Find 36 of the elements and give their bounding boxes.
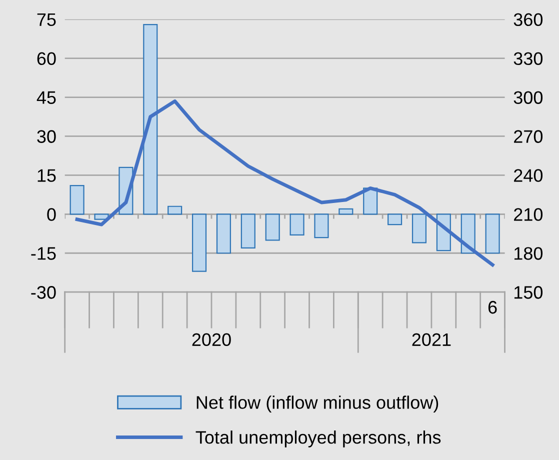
y-tick-label: -30 [31,286,56,299]
bar [70,185,84,215]
y-tick-label: 60 [37,52,56,66]
bar [290,214,304,236]
y-tick-label: 45 [36,91,56,104]
bar [314,214,329,238]
bar [338,208,354,215]
y-tick-label: 75 [37,13,56,26]
x-tick-label: 6 [488,300,497,314]
y2-tick-label: 330 [514,52,543,66]
bar [216,214,231,254]
y2-tick-label: 240 [514,169,543,182]
bar [168,206,182,215]
text: 2021 [412,333,451,346]
legend-label: Total unemployed persons, rhs [196,430,441,448]
bar [240,214,256,248]
text: 2020 [192,333,231,346]
bar [143,24,158,215]
y-tick-label: -15 [31,247,56,260]
bar [265,214,280,241]
y-tick-label: 15 [38,169,56,182]
y2-tick-label: 180 [514,247,543,260]
bar [388,214,402,226]
legend-label: Net flow (inflow minus outflow) [196,396,438,412]
bar [412,214,427,244]
bar [485,214,500,254]
bar [94,214,109,220]
y2-tick-label: 360 [514,13,543,26]
y-tick-label: 30 [37,130,56,143]
y2-tick-label: 270 [514,130,543,143]
y2-tick-label: 150 [514,286,543,299]
y-tick-label: 0 [47,208,56,221]
line-series [75,99,494,267]
y2-tick-label: 210 [514,208,543,221]
y2-tick-label: 300 [514,91,543,104]
bar [192,214,207,272]
